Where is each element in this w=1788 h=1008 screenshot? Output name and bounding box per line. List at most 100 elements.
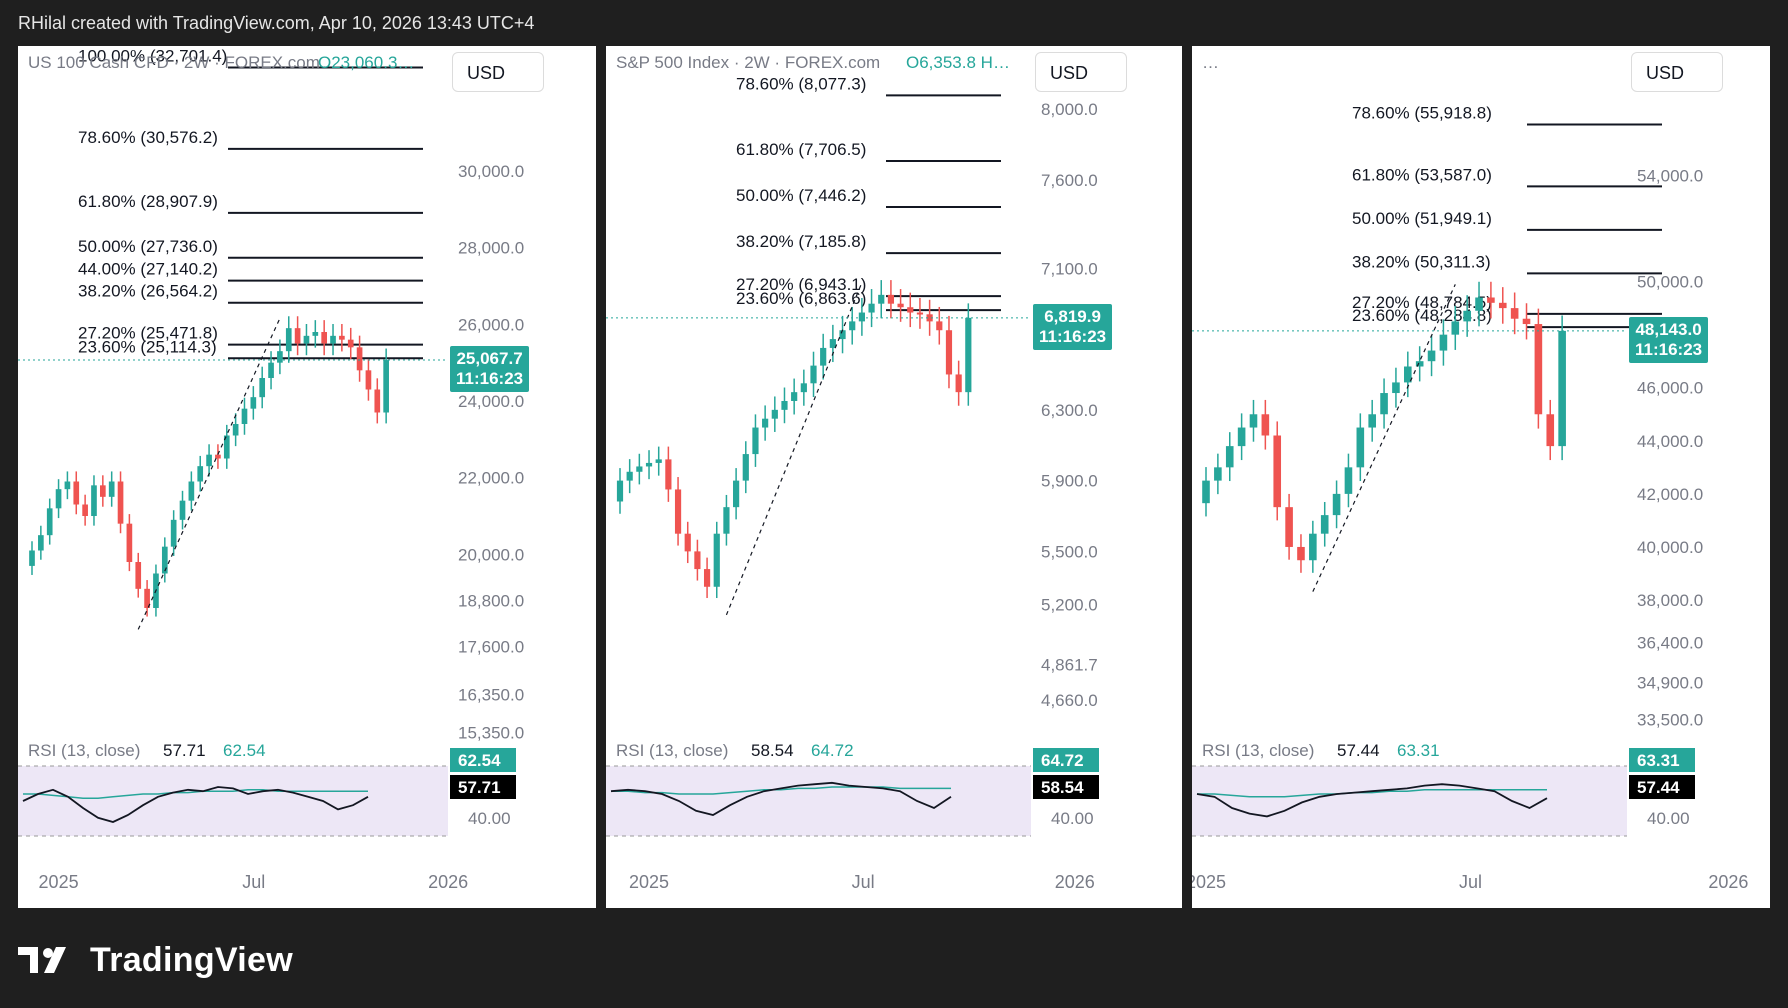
chart-caption: RHilal created with TradingView.com, Apr… <box>18 13 535 33</box>
candle-body <box>771 409 778 419</box>
candle-body <box>1261 414 1270 436</box>
y-tick-label: 50,000.0 <box>1637 273 1703 292</box>
rsi-band <box>1192 766 1627 836</box>
last-price-value: 6,819.9 <box>1044 306 1101 326</box>
candle-body <box>1214 467 1222 481</box>
rsi-value-label: 57.44 <box>1337 741 1380 760</box>
chart-panel-nasdaq[interactable]: 30,000.0 28,000.0 26,000.0 24,000.0 22,000.0… <box>18 46 596 908</box>
fib-level-label: 23.60% (48,284.8) <box>1352 306 1492 325</box>
bar-countdown: 11:16:23 <box>1635 339 1703 359</box>
candle-body <box>665 459 672 490</box>
candle-body <box>878 294 885 304</box>
candle-body <box>820 347 827 366</box>
candle-body <box>907 307 914 313</box>
candle-body <box>916 312 924 315</box>
candle-body <box>965 317 972 393</box>
chart-svg-sp500: 8,000.0 7,600.0 7,100.0 6,300.0 5,900.0 5,500… <box>606 53 1099 892</box>
y-tick-label: 5,900.0 <box>1041 472 1098 491</box>
candle-body <box>1273 435 1282 508</box>
candle-body <box>135 562 142 589</box>
fib-level-label: 44.00% (27,140.2) <box>78 260 218 279</box>
currency-button[interactable]: USD <box>1631 52 1723 92</box>
candle-body <box>1510 308 1519 319</box>
rsi-value-badge <box>450 775 516 799</box>
candle-body <box>1451 321 1460 335</box>
fib-level-label: 38.20% (50,311.3) <box>1352 252 1491 271</box>
currency-button[interactable]: USD <box>1035 52 1127 92</box>
trend-line <box>725 282 863 616</box>
currency-button[interactable]: USD <box>452 52 544 92</box>
candle-body <box>1487 297 1495 303</box>
candle-body <box>616 480 624 502</box>
rsi-band <box>18 766 448 836</box>
rsi-line <box>610 781 952 816</box>
x-tick-label: 2026 <box>1055 872 1095 892</box>
candle-body <box>1404 366 1412 383</box>
candle-body <box>839 330 846 340</box>
x-tick-label: Jul <box>852 872 875 892</box>
x-tick-label: 2026 <box>1708 872 1748 892</box>
last-price-value: 25,067.7 <box>456 349 523 369</box>
candle-body <box>723 507 730 534</box>
candle-body <box>1344 467 1353 494</box>
ohlc-label: O6,353.8 H… <box>906 53 1010 72</box>
fib-level-label: 38.20% (26,564.2) <box>78 282 218 301</box>
chart-svg-dow: 54,000.0 50,000.0 46,000.0 44,000.0 42,000.0… <box>1192 53 1748 892</box>
candle-body <box>1237 427 1246 447</box>
rsi-signal-badge-text: 64.72 <box>1041 751 1084 770</box>
y-tick-label: 6,300.0 <box>1041 401 1098 420</box>
candle-body <box>684 533 691 552</box>
candle-body <box>800 383 807 393</box>
rsi-value-badge <box>1629 775 1695 799</box>
candle-body <box>294 328 301 344</box>
candle-body <box>1380 393 1388 415</box>
ohlc-label: O23,060.3… <box>318 53 414 72</box>
fib-level-label: 61.80% (7,706.5) <box>736 140 866 159</box>
bar-countdown: 11:16:23 <box>456 369 524 389</box>
chart-panel-dow[interactable]: 54,000.0 50,000.0 46,000.0 44,000.0 42,000.0… <box>1192 46 1770 908</box>
candle-body <box>1392 382 1400 394</box>
candle-body <box>241 408 248 424</box>
candle-body <box>108 481 115 497</box>
rsi-line <box>1196 783 1548 818</box>
rsi-band <box>606 766 1031 836</box>
candle-body <box>742 454 749 481</box>
rsi-label: RSI (13, close) <box>616 741 728 760</box>
candle-body <box>38 535 44 551</box>
candle-body <box>1249 414 1258 428</box>
y-tick-label: 7,600.0 <box>1041 171 1098 190</box>
y-tick-label: 36,400.0 <box>1637 634 1703 653</box>
candle-body <box>752 427 759 455</box>
candle-body <box>1439 334 1448 351</box>
trend-line <box>1312 284 1456 592</box>
candle-body <box>29 550 35 566</box>
x-tick-label: 2026 <box>428 872 468 892</box>
fib-level-label: 27.20% (25,471.8) <box>78 324 218 343</box>
candle-body <box>1320 515 1329 534</box>
candle-body <box>356 347 363 371</box>
candle-body <box>1498 302 1507 309</box>
rsi-signal-badge <box>1629 748 1695 772</box>
candle-body <box>277 351 283 363</box>
candle-body <box>810 365 817 384</box>
candle-body <box>1522 318 1531 325</box>
candle-body <box>117 481 124 524</box>
rsi-signal-badge-text: 63.31 <box>1637 751 1680 770</box>
x-tick-label: Jul <box>1459 872 1482 892</box>
candle-body <box>626 471 633 481</box>
footer-brand: TradingView <box>90 940 293 979</box>
rsi-value-badge <box>1033 775 1099 799</box>
candle-body <box>321 332 328 344</box>
rsi-value-label: 58.54 <box>751 741 794 760</box>
chart-panel-sp500[interactable]: 8,000.0 7,600.0 7,100.0 6,300.0 5,900.0 5,500… <box>606 46 1182 908</box>
candle-body <box>1463 310 1471 322</box>
rsi-axis-tick: 40.00 <box>468 809 511 828</box>
candle-body <box>674 489 682 534</box>
candle-body <box>849 321 856 331</box>
candle-body <box>46 508 53 536</box>
rsi-signal-badge <box>1033 748 1099 772</box>
candle-body <box>339 335 345 340</box>
fib-level-label: 100.00% (32,701.4) <box>78 46 227 65</box>
y-tick-label: 28,000.0 <box>458 239 524 258</box>
fib-level-label: 23.60% (25,114.3) <box>78 337 217 356</box>
